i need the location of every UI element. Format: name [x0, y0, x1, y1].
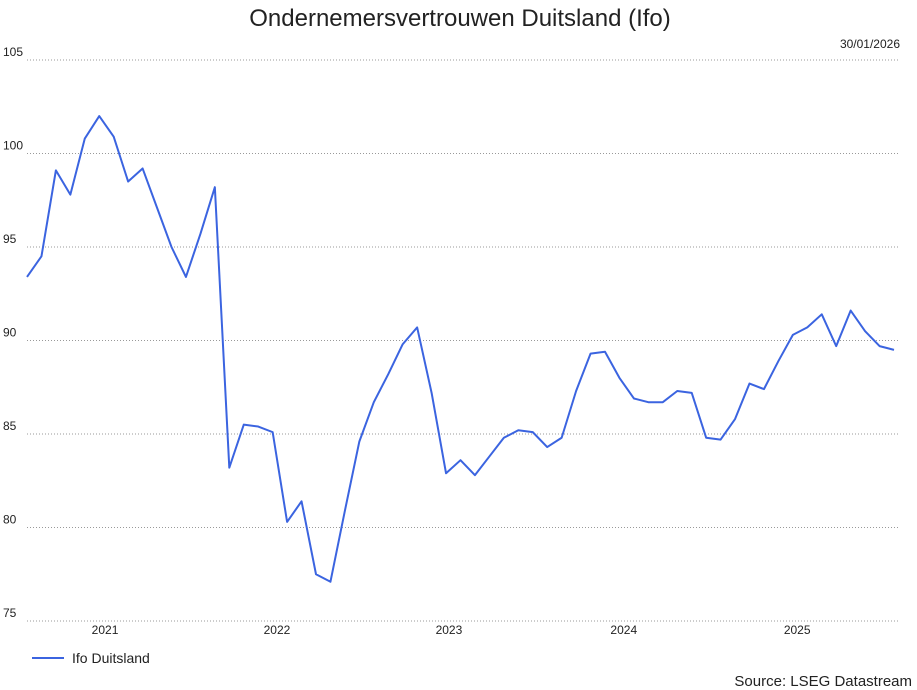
- x-tick-label: 2022: [264, 623, 291, 637]
- y-tick-label: 100: [3, 139, 23, 153]
- x-tick-label: 2021: [92, 623, 119, 637]
- date-label: 30/01/2026: [840, 37, 900, 51]
- y-tick-label: 80: [3, 513, 17, 527]
- y-tick-label: 85: [3, 419, 17, 433]
- y-tick-label: 75: [3, 606, 17, 620]
- y-tick-label: 90: [3, 326, 17, 340]
- y-tick-label: 95: [3, 232, 17, 246]
- x-tick-label: 2024: [610, 623, 637, 637]
- source-label: Source: LSEG Datastream: [734, 673, 912, 690]
- y-tick-label: 105: [3, 45, 23, 59]
- legend-label: Ifo Duitsland: [72, 650, 150, 666]
- x-tick-label: 2025: [784, 623, 811, 637]
- data-line: [26, 115, 895, 583]
- x-tick-label: 2023: [436, 623, 463, 637]
- chart-title: Ondernemersvertrouwen Duitsland (Ifo): [249, 5, 671, 32]
